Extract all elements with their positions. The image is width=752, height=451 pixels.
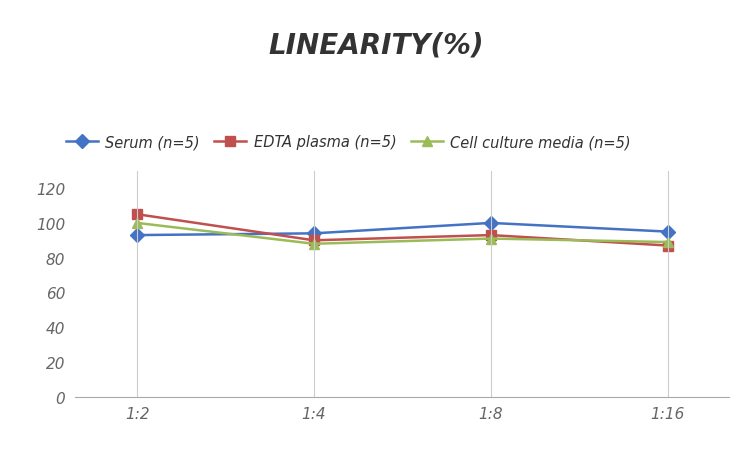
Cell culture media (n=5) bbox=[309, 242, 318, 247]
EDTA plasma (n=5) bbox=[132, 212, 141, 217]
Line: EDTA plasma (n=5): EDTA plasma (n=5) bbox=[132, 210, 672, 251]
Line: Serum (n=5): Serum (n=5) bbox=[132, 219, 672, 240]
EDTA plasma (n=5) bbox=[663, 243, 672, 249]
Serum (n=5) bbox=[663, 230, 672, 235]
Serum (n=5) bbox=[309, 231, 318, 236]
Cell culture media (n=5) bbox=[663, 240, 672, 245]
Serum (n=5) bbox=[132, 233, 141, 238]
EDTA plasma (n=5) bbox=[309, 238, 318, 244]
Serum (n=5) bbox=[487, 221, 496, 226]
Line: Cell culture media (n=5): Cell culture media (n=5) bbox=[132, 219, 672, 249]
Text: LINEARITY(%): LINEARITY(%) bbox=[268, 31, 484, 59]
EDTA plasma (n=5) bbox=[487, 233, 496, 238]
Legend: Serum (n=5), EDTA plasma (n=5), Cell culture media (n=5): Serum (n=5), EDTA plasma (n=5), Cell cul… bbox=[60, 129, 637, 156]
Cell culture media (n=5) bbox=[487, 236, 496, 242]
Cell culture media (n=5) bbox=[132, 221, 141, 226]
